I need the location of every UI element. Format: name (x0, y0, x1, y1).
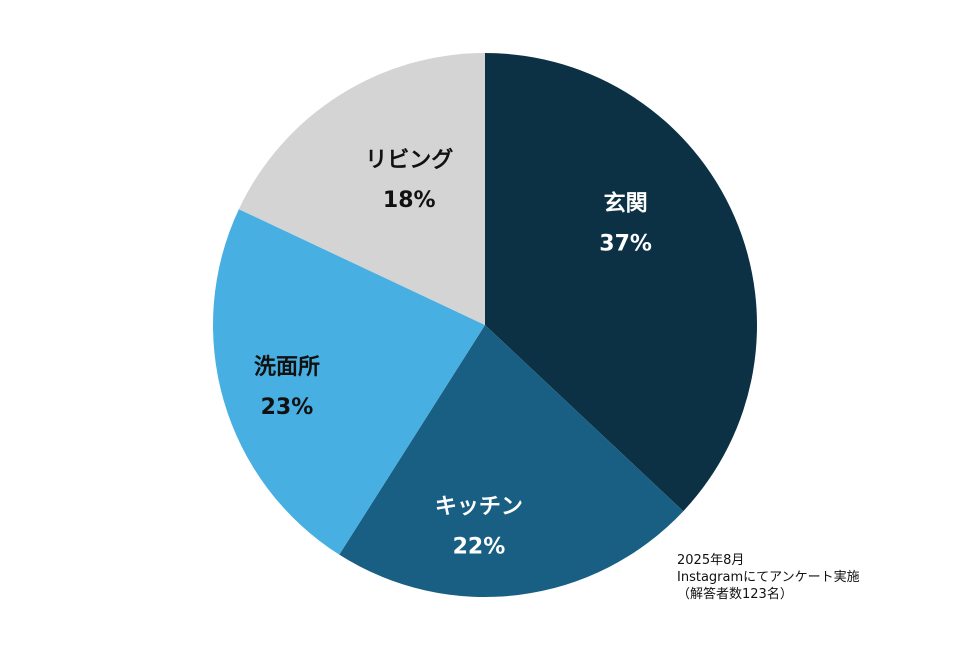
slice-value-label: 37% (599, 231, 652, 256)
pie-slice-3 (213, 209, 485, 555)
survey-method: Instagramにてアンケート実施 (677, 570, 860, 585)
survey-respondents: （解答者数123名） (677, 587, 793, 602)
pie-slice-4 (238, 53, 485, 325)
slice-category-label: キッチン (435, 495, 523, 520)
slice-value-label: 18% (383, 188, 436, 213)
pie-slice-2 (339, 325, 684, 597)
slice-category-label: 洗面所 (254, 355, 320, 380)
pie-slice-1 (485, 53, 757, 512)
slice-value-label: 23% (261, 395, 314, 420)
survey-date: 2025年8月 (677, 553, 745, 568)
slice-category-label: 玄関 (604, 190, 648, 216)
survey-note: 2025年8月 Instagramにてアンケート実施 （解答者数123名） (677, 552, 860, 603)
pie-labels: 玄関 37% キッチン 22% 洗面所 23% リビング 18% (254, 147, 652, 559)
slice-value-label: 22% (453, 535, 506, 560)
slice-category-label: リビング (365, 147, 453, 173)
pie-slices (213, 53, 757, 597)
